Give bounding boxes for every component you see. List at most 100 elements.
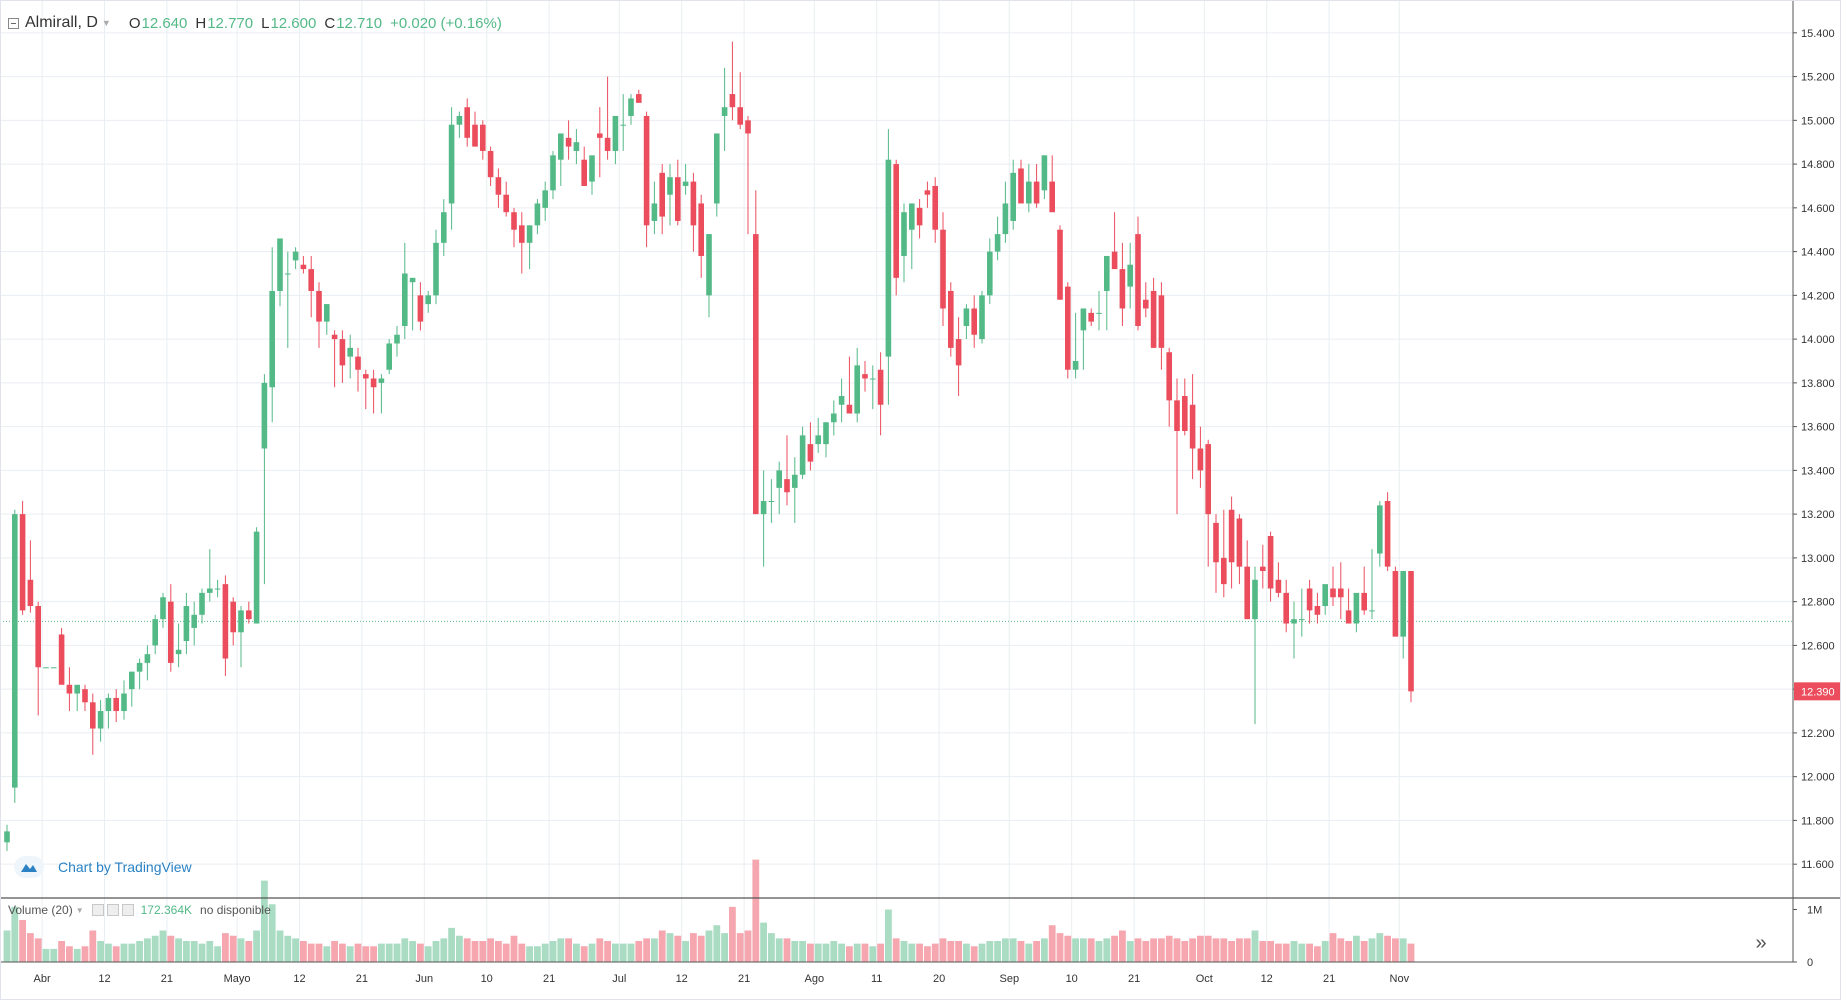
candle-body bbox=[1236, 518, 1243, 567]
volume-bar bbox=[448, 927, 455, 962]
candle-body bbox=[675, 177, 681, 221]
volume-bar bbox=[939, 938, 947, 962]
tradingview-watermark[interactable]: Chart by TradingView bbox=[14, 856, 192, 878]
volume-bar bbox=[190, 941, 198, 962]
candle-body bbox=[1252, 579, 1258, 620]
candle-body bbox=[909, 203, 915, 230]
volume-bar bbox=[838, 943, 845, 962]
candle-body bbox=[503, 194, 509, 213]
volume-bar bbox=[339, 943, 346, 962]
volume-bar bbox=[1165, 935, 1173, 962]
volume-bar bbox=[245, 941, 253, 962]
volume-bar bbox=[853, 943, 861, 962]
candle-body bbox=[1314, 606, 1321, 615]
volume-bar bbox=[557, 938, 565, 962]
volume-bar bbox=[1290, 941, 1298, 962]
volume-indicator-name[interactable]: Volume (20) bbox=[8, 903, 73, 917]
volume-bar bbox=[1220, 938, 1228, 962]
low-value: 12.600 bbox=[270, 14, 317, 32]
volume-bar bbox=[1119, 930, 1126, 962]
volume-bar bbox=[588, 943, 596, 962]
candle-body bbox=[1150, 290, 1157, 348]
volume-bar bbox=[58, 941, 65, 962]
candle-body bbox=[199, 592, 205, 615]
volume-bar bbox=[627, 943, 635, 962]
candle-body bbox=[1322, 584, 1328, 607]
volume-bar bbox=[315, 943, 323, 962]
volume-bar bbox=[814, 943, 822, 962]
caret-down-icon[interactable]: ▼ bbox=[75, 905, 84, 915]
candle-body bbox=[1065, 286, 1071, 370]
volume-bar bbox=[674, 935, 682, 962]
time-tick-label: 10 bbox=[1066, 973, 1078, 985]
volume-bar bbox=[42, 948, 50, 962]
scroll-to-realtime-button[interactable]: » bbox=[1748, 930, 1774, 956]
volume-bar bbox=[1056, 933, 1064, 962]
candle-body bbox=[573, 142, 580, 151]
candle-body bbox=[1104, 255, 1110, 291]
candle-body bbox=[511, 212, 517, 230]
volume-bar bbox=[1080, 938, 1087, 962]
candle-body bbox=[854, 365, 860, 414]
volume-bar bbox=[1251, 930, 1259, 962]
gear-icon[interactable] bbox=[106, 904, 119, 916]
volume-bar bbox=[11, 906, 19, 962]
volume-bar bbox=[1033, 941, 1040, 962]
price-tick-label: 13.800 bbox=[1801, 378, 1835, 390]
candle-body bbox=[136, 662, 143, 672]
time-tick-label: Ago bbox=[805, 973, 825, 985]
time-tick-label: Jun bbox=[415, 973, 433, 985]
price-tick-label: 14.200 bbox=[1801, 290, 1835, 302]
collapse-legend-icon[interactable] bbox=[8, 17, 19, 29]
candle-body bbox=[1026, 181, 1032, 204]
eye-icon[interactable] bbox=[91, 904, 104, 916]
volume-bar bbox=[1407, 943, 1415, 962]
volume-bar bbox=[183, 941, 190, 962]
candle-body bbox=[542, 190, 548, 208]
candle-body bbox=[355, 356, 361, 370]
candle-body bbox=[729, 94, 736, 108]
time-tick-label: 11 bbox=[871, 973, 882, 985]
time-tick-label: 12 bbox=[676, 973, 688, 985]
time-tick-label: Mayo bbox=[224, 973, 251, 985]
close-icon[interactable] bbox=[121, 904, 134, 916]
volume-bar bbox=[760, 922, 767, 962]
volume-bar bbox=[1228, 941, 1235, 962]
candle-body bbox=[222, 584, 229, 659]
price-tick-label: 12.800 bbox=[1801, 597, 1835, 609]
volume-bar bbox=[658, 930, 666, 962]
candle-body bbox=[604, 137, 611, 151]
candle-body bbox=[885, 159, 892, 357]
time-tick-label: 21 bbox=[356, 973, 368, 985]
volume-bar bbox=[713, 925, 721, 962]
candle-body bbox=[285, 273, 291, 275]
candle-body bbox=[1353, 592, 1360, 624]
low-label: L bbox=[261, 14, 270, 32]
tradingview-cloud-icon bbox=[14, 856, 44, 878]
caret-down-icon[interactable]: ▼ bbox=[101, 18, 111, 28]
candle-body bbox=[1049, 181, 1055, 213]
candle-body bbox=[1174, 400, 1180, 431]
candle-body bbox=[955, 339, 962, 366]
volume-bar bbox=[931, 943, 939, 962]
candle-body bbox=[19, 514, 26, 611]
volume-bar bbox=[635, 941, 643, 962]
candle-body bbox=[667, 177, 673, 195]
volume-bar bbox=[1048, 925, 1056, 962]
candle-body bbox=[784, 479, 790, 493]
candle-body bbox=[971, 308, 977, 335]
volume-bar bbox=[970, 946, 978, 962]
symbol-name[interactable]: Almirall, D bbox=[25, 14, 98, 31]
volume-bar bbox=[666, 933, 674, 962]
price-tick-label: 12.200 bbox=[1801, 728, 1835, 740]
candle-body bbox=[152, 619, 158, 646]
volume-bar bbox=[1095, 941, 1103, 962]
volume-bar bbox=[1329, 933, 1337, 962]
volume-bar bbox=[807, 943, 814, 962]
volume-bar bbox=[409, 941, 416, 962]
candle-body bbox=[706, 234, 712, 296]
volume-bar bbox=[978, 943, 986, 962]
candle-body bbox=[948, 290, 954, 348]
candle-body bbox=[456, 115, 463, 125]
